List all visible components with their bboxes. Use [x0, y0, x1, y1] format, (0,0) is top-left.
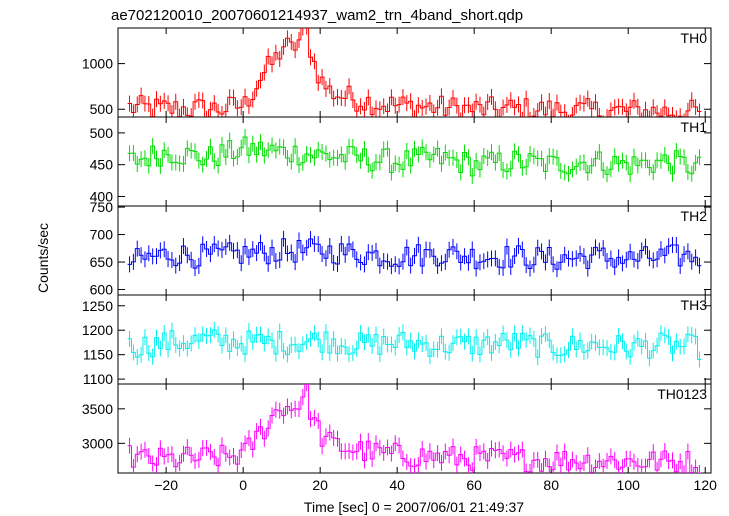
series-th0123 [127, 384, 702, 473]
x-tick-label: 100 [617, 477, 641, 493]
x-tick-label: 20 [312, 477, 328, 493]
series-th0 [127, 28, 702, 117]
x-tick-label: 0 [239, 477, 247, 493]
panel-label: TH0123 [657, 386, 707, 402]
y-tick-label: 450 [90, 157, 114, 173]
panel-th0: 500 1000 TH0 [82, 27, 712, 118]
panel-label: TH1 [681, 119, 708, 135]
panel-label: TH2 [681, 208, 708, 224]
panel-th0123: 3000 3500 TH0123 [82, 383, 712, 474]
panel-th2: 600 650 700 750 TH2 [90, 199, 712, 298]
x-tick-label: 40 [389, 477, 405, 493]
y-tick-label: 1150 [83, 347, 113, 363]
x-tick-label: −20 [154, 477, 178, 493]
series-th2 [127, 230, 702, 278]
step-line [127, 136, 702, 177]
panel-th3: 1100 1150 1200 1250 TH3 [82, 294, 712, 387]
panel-label: TH3 [681, 297, 708, 313]
y-tick-label: 700 [90, 227, 114, 243]
y-tick-label: 1250 [82, 298, 113, 314]
series-th1 [127, 128, 702, 184]
y-tick-label: 400 [90, 188, 114, 204]
step-line [127, 238, 702, 270]
y-tick-label: 500 [90, 125, 114, 141]
y-tick-label: 600 [90, 282, 114, 298]
step-line [127, 329, 702, 360]
panel-label: TH0 [681, 30, 708, 46]
y-tick-label: 750 [90, 199, 114, 215]
x-axis-label: Time [sec] 0 = 2007/06/01 21:49:37 [304, 499, 524, 515]
x-tick-label: 60 [466, 477, 482, 493]
y-tick-label: 650 [90, 254, 114, 270]
x-tick-label: 120 [694, 477, 718, 493]
panel-th1: 400 450 500 TH1 [90, 116, 712, 207]
y-tick-label: 1200 [82, 322, 113, 338]
y-tick-label: 3500 [82, 401, 113, 417]
y-tick-label: 1100 [83, 371, 113, 387]
step-line [127, 384, 702, 473]
y-tick-label: 500 [90, 101, 114, 117]
x-tick-label: 80 [543, 477, 559, 493]
y-axis-label: Counts/sec [35, 223, 51, 293]
figure-title: ae702120010_20070601214937_wam2_trn_4ban… [111, 7, 523, 24]
y-tick-label: 3000 [82, 435, 113, 451]
step-line [127, 28, 702, 117]
y-tick-label: 1000 [82, 56, 113, 72]
series-th3 [127, 321, 702, 368]
